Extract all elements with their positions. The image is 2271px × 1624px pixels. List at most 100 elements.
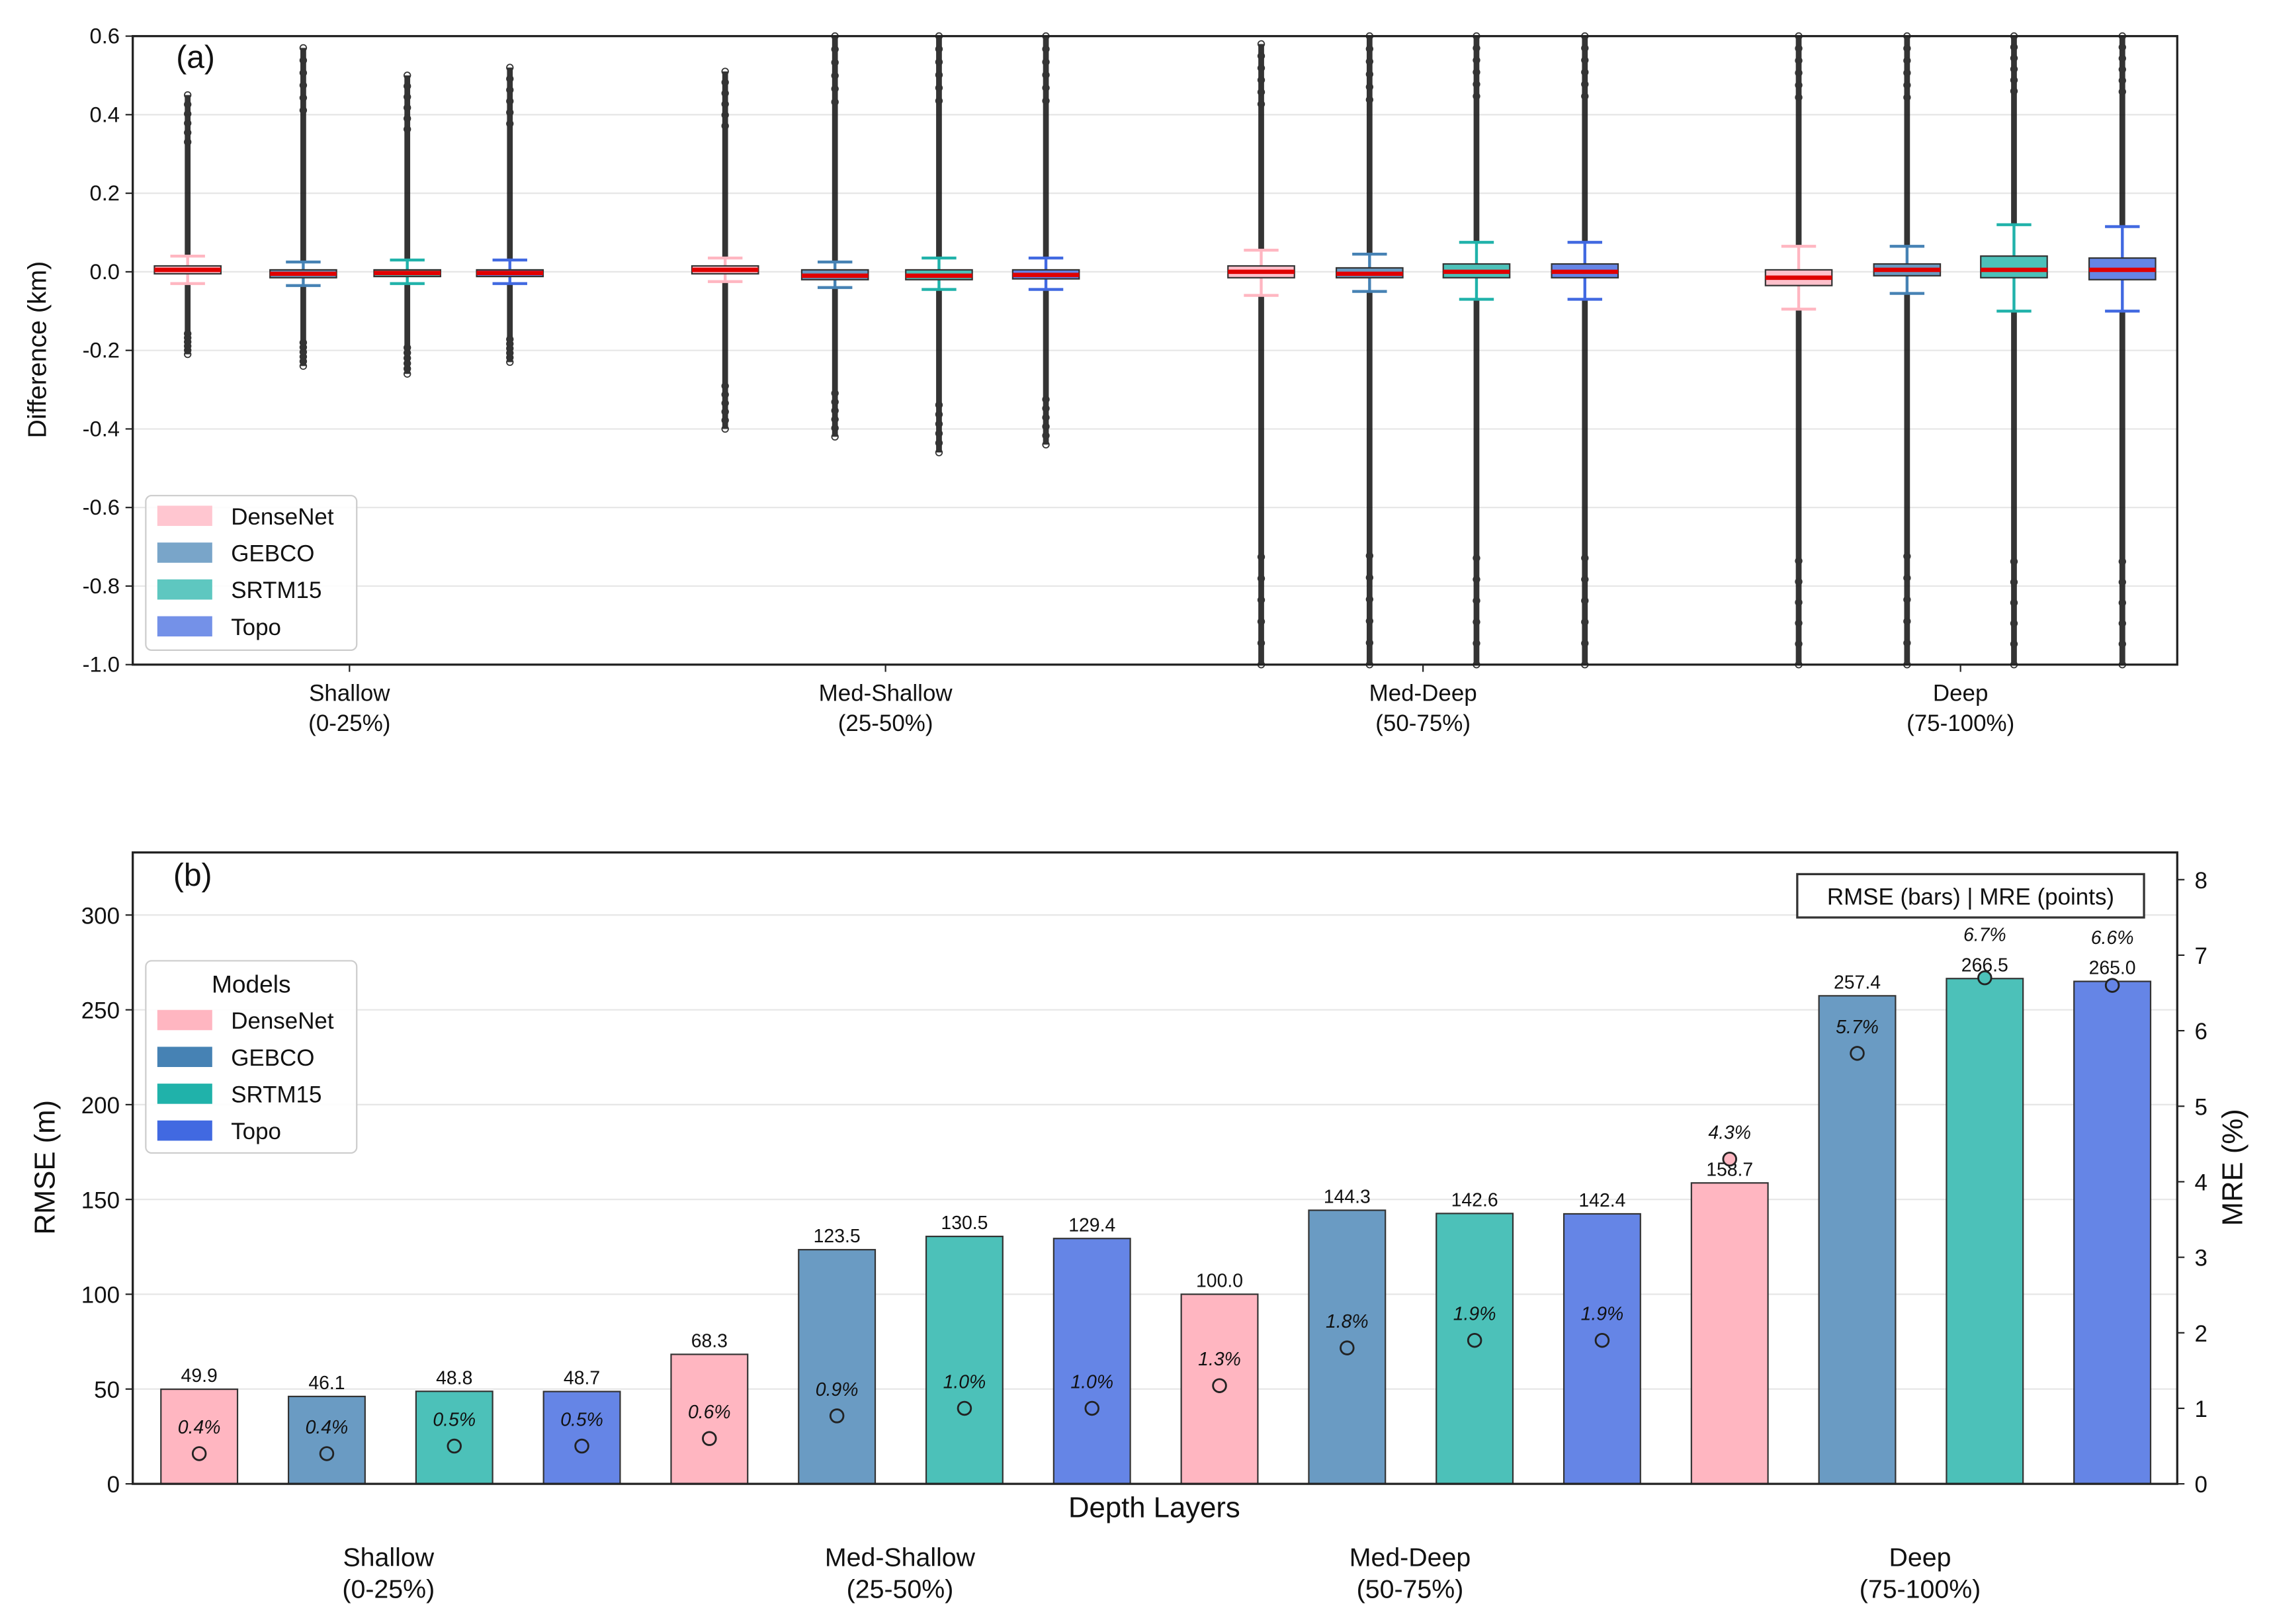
y-tick-label: 0.6: [90, 24, 120, 48]
mre-label: 0.4%: [306, 1417, 349, 1438]
legend: DenseNet GEBCO SRTM15 Topo: [145, 495, 358, 651]
outlier-point: [506, 353, 514, 362]
rmse-label: 142.6: [1451, 1189, 1498, 1211]
x-tick-label: (0-25%): [308, 710, 390, 736]
mre-point: [1212, 1378, 1227, 1393]
legend-swatch-densenet: [157, 1009, 212, 1031]
outlier-point: [831, 433, 839, 441]
outlier-point: [1365, 70, 1374, 78]
outlier-point: [1257, 617, 1265, 626]
outlier-point: [1365, 83, 1374, 91]
plot-frame: [132, 34, 2178, 666]
outlier-point: [721, 100, 729, 108]
y2-tick-label: 5: [2194, 1094, 2207, 1120]
bar-srtm15: [925, 1235, 1004, 1485]
mre-label: 0.5%: [560, 1409, 603, 1430]
mre-label: 1.8%: [1326, 1311, 1369, 1332]
rmse-label: 123.5: [814, 1226, 861, 1247]
outlier-point: [2010, 578, 2018, 586]
outlier-point: [1795, 640, 1803, 648]
rmse-label: 144.3: [1324, 1187, 1371, 1208]
outlier-point: [935, 71, 943, 79]
mre-point: [447, 1438, 462, 1454]
y-tick-label: 100: [81, 1283, 120, 1308]
bar-topo: [2073, 980, 2152, 1485]
y-tick-label: -0.2: [83, 338, 120, 363]
bar-densenet: [670, 1353, 749, 1485]
outlier-point: [721, 89, 729, 97]
outlier-point: [404, 364, 411, 373]
outlier-point: [935, 449, 943, 456]
y-tick-label: -0.4: [83, 416, 120, 441]
outlier-point: [1581, 639, 1589, 648]
outlier-point: [1903, 595, 1911, 604]
outlier-point: [1473, 554, 1480, 562]
legend-swatch-srtm15: [157, 1084, 212, 1104]
outlier-point: [721, 407, 729, 416]
mre-point: [319, 1446, 335, 1461]
y2-tick-label: 2: [2194, 1321, 2207, 1347]
outlier-point: [1473, 639, 1480, 648]
y2-tick-label: 4: [2194, 1170, 2207, 1196]
y2-tick-label: 0: [2194, 1472, 2207, 1498]
y-tick-label: 300: [81, 903, 120, 929]
bar-densenet: [160, 1389, 239, 1485]
mre-point: [1722, 1151, 1737, 1167]
outlier-point: [721, 390, 729, 399]
outlier-point: [506, 120, 514, 128]
bar-gebco: [287, 1395, 366, 1485]
mre-point: [957, 1400, 972, 1416]
y2-tick-label: 3: [2194, 1246, 2207, 1271]
rmse-label: 142.4: [1578, 1190, 1625, 1211]
outlier-point: [184, 346, 192, 355]
outlier-point: [299, 353, 308, 361]
outlier-point: [404, 343, 411, 352]
bar-densenet: [1690, 1182, 1769, 1485]
mre-point: [702, 1431, 717, 1446]
bar-srtm15: [415, 1390, 493, 1485]
outlier-point: [2118, 87, 2126, 96]
legend-label: DenseNet: [231, 504, 334, 530]
outlier-point: [1903, 574, 1911, 582]
legend-swatch-densenet: [157, 505, 212, 527]
outlier-point: [2010, 558, 2018, 566]
annotation-box: [1796, 873, 2145, 919]
mre-label: 6.7%: [1963, 924, 2006, 945]
outlier-point: [721, 122, 729, 130]
bar-srtm15: [1946, 978, 2024, 1485]
outlier-point: [404, 114, 411, 122]
panel-b-bar-chart: 0 50 100 150 200 250 300 0 1 2 3 4 5 6 7 8 49.9 0.4% 46.1 0…: [29, 851, 2249, 1604]
mre-point: [2104, 978, 2120, 993]
outlier-point: [935, 58, 943, 66]
mre-point: [1850, 1046, 1865, 1061]
mre-label: 1.9%: [1453, 1304, 1496, 1325]
mre-label: 4.3%: [1708, 1123, 1751, 1144]
legend: Models DenseNet GEBCO SRTM15 Topo: [145, 960, 358, 1154]
outlier-point: [1473, 56, 1480, 64]
outlier-point: [2118, 43, 2126, 52]
outlier-point: [184, 333, 192, 342]
outlier-point: [184, 338, 192, 346]
outlier-point: [831, 424, 839, 432]
outlier-point: [721, 78, 729, 87]
mre-label: 0.5%: [433, 1409, 476, 1430]
rmse-label: 265.0: [2089, 958, 2136, 979]
outlier-point: [1365, 58, 1374, 65]
outlier-point: [1042, 423, 1050, 431]
legend-swatch-gebco: [157, 542, 212, 563]
y-tick-label: 0.0: [90, 259, 120, 284]
legend-title: Models: [212, 970, 291, 998]
outlier-point: [1257, 40, 1265, 48]
x-tick-label: Med-Deep: [1350, 1543, 1471, 1572]
annotation-text: RMSE (bars) | MRE (points): [1827, 884, 2114, 910]
outlier-point: [1795, 44, 1803, 52]
x-tick-label: (0-25%): [342, 1575, 435, 1604]
outlier-point: [184, 128, 192, 137]
outlier-point: [2118, 77, 2126, 85]
x-tick-label: (50-75%): [1375, 710, 1471, 736]
outlier-point: [1257, 76, 1265, 84]
legend-label: SRTM15: [231, 1082, 321, 1108]
rmse-label: 100.0: [1196, 1271, 1243, 1292]
bar-gebco: [1818, 995, 1897, 1485]
